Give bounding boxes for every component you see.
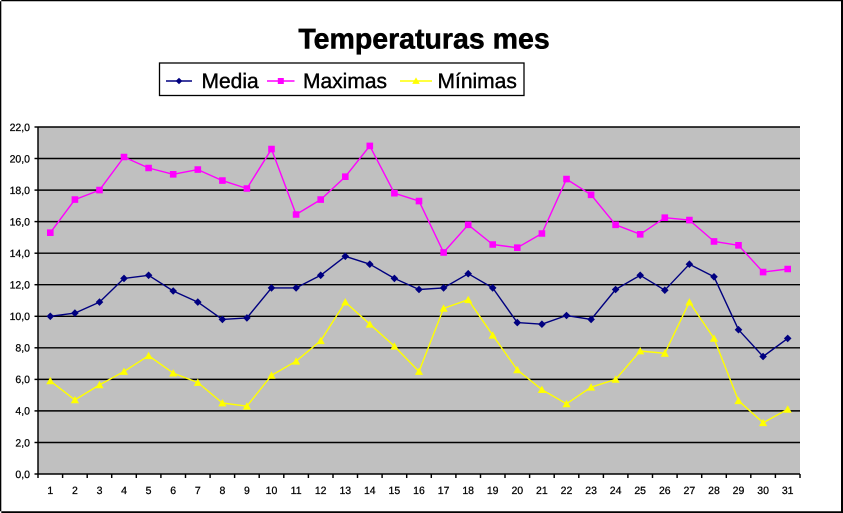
- svg-text:25: 25: [634, 485, 646, 497]
- svg-text:20: 20: [511, 485, 523, 497]
- svg-text:5: 5: [146, 485, 152, 497]
- svg-text:8: 8: [219, 485, 225, 497]
- svg-text:16: 16: [413, 485, 425, 497]
- svg-text:22: 22: [561, 485, 573, 497]
- svg-text:Maximas: Maximas: [303, 70, 387, 93]
- svg-text:21: 21: [536, 485, 548, 497]
- svg-text:1: 1: [47, 485, 53, 497]
- svg-text:23: 23: [585, 485, 597, 497]
- svg-text:2,0: 2,0: [15, 437, 30, 449]
- svg-text:20,0: 20,0: [10, 153, 31, 165]
- svg-text:14,0: 14,0: [10, 248, 31, 260]
- svg-text:4,0: 4,0: [15, 406, 30, 418]
- svg-text:0,0: 0,0: [15, 469, 30, 481]
- svg-text:19: 19: [487, 485, 499, 497]
- svg-text:18: 18: [462, 485, 474, 497]
- svg-text:13: 13: [339, 485, 351, 497]
- svg-text:16,0: 16,0: [10, 216, 31, 228]
- svg-text:6: 6: [170, 485, 176, 497]
- svg-text:12,0: 12,0: [10, 280, 31, 292]
- svg-text:3: 3: [97, 485, 103, 497]
- svg-text:4: 4: [121, 485, 127, 497]
- svg-text:14: 14: [364, 485, 376, 497]
- svg-text:28: 28: [708, 485, 720, 497]
- svg-text:9: 9: [244, 485, 250, 497]
- svg-text:31: 31: [782, 485, 794, 497]
- svg-text:2: 2: [72, 485, 78, 497]
- svg-text:Mínimas: Mínimas: [438, 70, 517, 93]
- svg-text:Temperaturas mes: Temperaturas mes: [298, 24, 549, 56]
- svg-text:10: 10: [266, 485, 278, 497]
- svg-text:29: 29: [733, 485, 745, 497]
- svg-text:6,0: 6,0: [15, 374, 30, 386]
- svg-text:27: 27: [684, 485, 696, 497]
- svg-text:12: 12: [315, 485, 327, 497]
- svg-text:7: 7: [195, 485, 201, 497]
- svg-text:11: 11: [291, 485, 302, 497]
- svg-text:22,0: 22,0: [10, 122, 31, 134]
- svg-text:Media: Media: [202, 70, 260, 93]
- svg-text:17: 17: [438, 485, 450, 497]
- svg-text:15: 15: [389, 485, 401, 497]
- svg-text:18,0: 18,0: [10, 185, 31, 197]
- svg-text:26: 26: [659, 485, 671, 497]
- svg-text:8,0: 8,0: [15, 343, 30, 355]
- svg-text:10,0: 10,0: [10, 311, 31, 323]
- svg-text:30: 30: [757, 485, 769, 497]
- svg-text:24: 24: [610, 485, 622, 497]
